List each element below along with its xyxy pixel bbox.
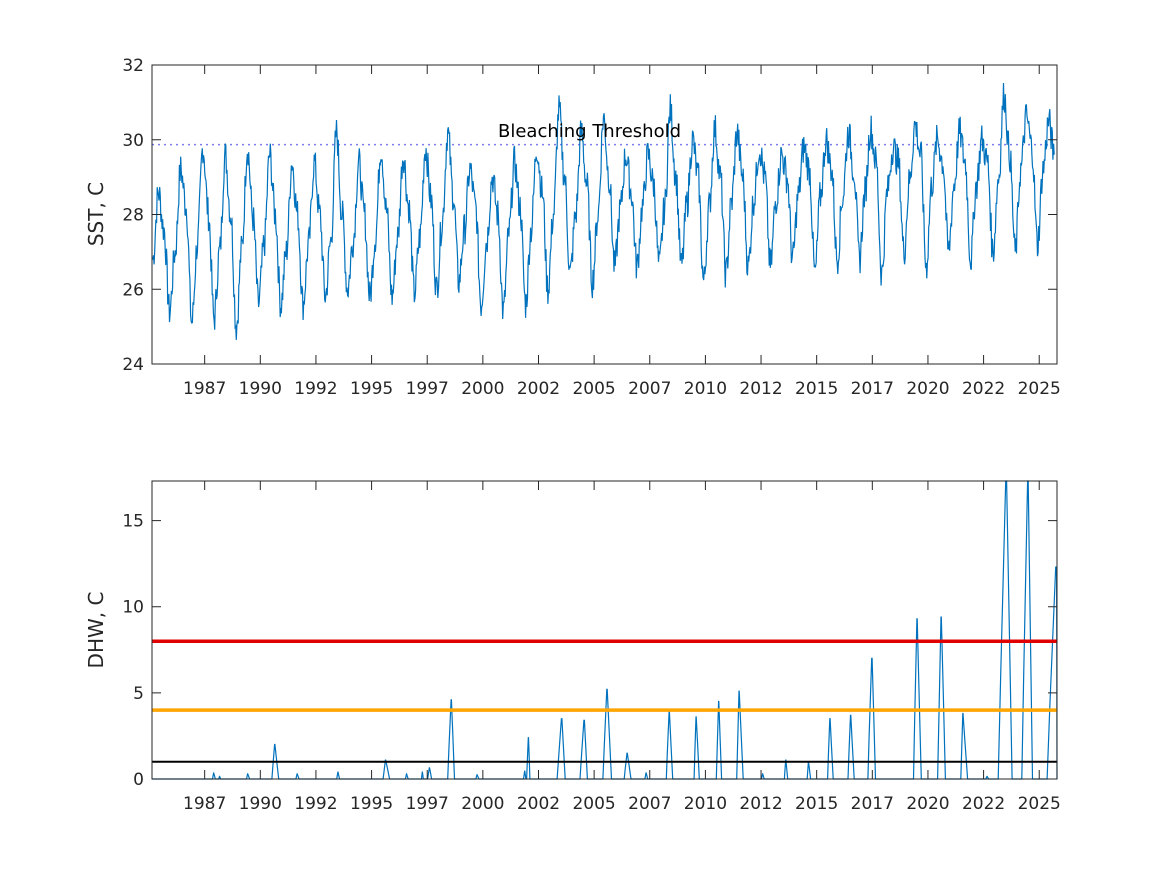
- sst-ytick-label: 28: [122, 206, 144, 226]
- sst-axes: 24 26 28 30 32 1987 1990 1992 1995 1997 2000 2002 20…: [122, 56, 1060, 399]
- sst-xtick-label: 1992: [294, 379, 337, 399]
- sst-xtick-label: 2012: [739, 379, 782, 399]
- sst-series-group: [152, 82, 1055, 340]
- sst-series-line: [152, 82, 1055, 340]
- dhw-ytick-label: 0: [133, 770, 144, 790]
- dhw-xtick-label: 2007: [628, 794, 671, 814]
- sst-xtick-label: 2022: [962, 379, 1005, 399]
- dhw-xtick-label: 2020: [906, 794, 949, 814]
- sst-xtick-label: 2020: [906, 379, 949, 399]
- dhw-xtick-label: 1992: [294, 794, 337, 814]
- dhw-xtick-label: 2002: [517, 794, 560, 814]
- dhw-xtick-label: 1990: [239, 794, 282, 814]
- sst-xtick-label: 2005: [572, 379, 615, 399]
- dhw-y-axis-label: DHW, C: [84, 592, 108, 669]
- sst-panel: Bleaching Threshold 24 26 28 30 32 1987 1990 19…: [84, 56, 1061, 399]
- sst-ytick-label: 30: [122, 131, 144, 151]
- dhw-xtick-label: 2022: [962, 794, 1005, 814]
- dhw-xtick-label: 2025: [1018, 794, 1061, 814]
- dhw-ytick-label: 5: [133, 684, 144, 704]
- sst-xtick-label: 2015: [795, 379, 838, 399]
- dhw-ytick-label: 10: [122, 598, 144, 618]
- dhw-xtick-label: 2000: [461, 794, 504, 814]
- dhw-panel: 0 5 10 15 1987 1990 1992 1995 1997 2000 2002 2005 20…: [84, 480, 1061, 814]
- sst-plot-area: [152, 65, 1057, 364]
- sst-xtick-label: 1997: [406, 379, 449, 399]
- sst-ytick-label: 32: [122, 56, 144, 76]
- dhw-xtick-label: 1995: [350, 794, 393, 814]
- sst-xtick-label: 2007: [628, 379, 671, 399]
- dhw-xtick-label: 2017: [851, 794, 894, 814]
- dhw-reference-lines: [152, 639, 1057, 763]
- dhw-xtick-label: 1987: [183, 794, 226, 814]
- dhw-axes: 0 5 10 15 1987 1990 1992 1995 1997 2000 2002 2005 20…: [122, 480, 1061, 814]
- sst-ytick-label: 26: [122, 280, 144, 300]
- sst-xtick-label: 1987: [183, 379, 226, 399]
- sst-xtick-label: 1990: [239, 379, 282, 399]
- dhw-xtick-label: 2005: [572, 794, 615, 814]
- sst-xtick-label: 2025: [1018, 379, 1061, 399]
- sst-y-axis-label: SST, C: [84, 182, 108, 246]
- sst-xtick-label: 2002: [517, 379, 560, 399]
- sst-xtick-label: 2010: [684, 379, 727, 399]
- dhw-axes-box: [151, 480, 1058, 780]
- dhw-xtick-label: 1997: [406, 794, 449, 814]
- sst-ytick-label: 24: [122, 355, 144, 375]
- sst-xtick-label: 2000: [461, 379, 504, 399]
- bleaching-threshold-label: Bleaching Threshold: [498, 121, 681, 142]
- sst-xtick-label: 2017: [851, 379, 894, 399]
- dhw-xtick-label: 2012: [739, 794, 782, 814]
- dhw-ytick-label: 15: [122, 512, 144, 532]
- sst-xtick-label: 1995: [350, 379, 393, 399]
- dhw-xtick-label: 2010: [684, 794, 727, 814]
- dhw-xtick-label: 2015: [795, 794, 838, 814]
